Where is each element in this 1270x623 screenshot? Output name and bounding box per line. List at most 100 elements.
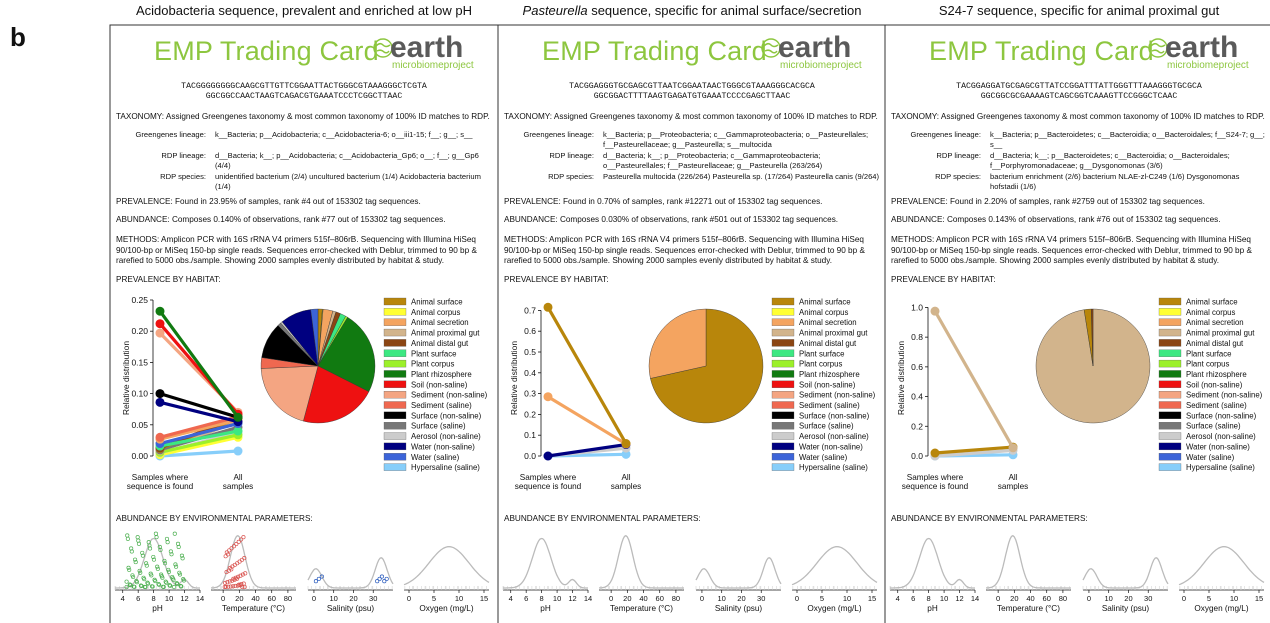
env-point xyxy=(228,584,233,589)
y-tick-label: 0.1 xyxy=(524,430,536,440)
rdp-label: RDP lineage: xyxy=(549,151,594,160)
env-point xyxy=(136,541,142,546)
globe-icon xyxy=(372,37,394,64)
legend-label: Aerosol (non-saline) xyxy=(799,432,869,441)
legend-label: Plant corpus xyxy=(411,360,454,369)
env-tick-label: 30 xyxy=(369,594,377,603)
env-point xyxy=(151,554,156,560)
legend-label: Animal surface xyxy=(1186,298,1238,307)
trading-card: EMP Trading Card earth microbiomeproject TA… xyxy=(498,25,886,623)
y-tick-label: 0.05 xyxy=(131,420,148,430)
rdp-value: d__Bacteria; k__; p__Bacteroidetes; c__B… xyxy=(990,151,1230,170)
y-axis-label: Relative distribution xyxy=(121,341,131,415)
slope-line xyxy=(158,418,240,441)
pie-slice xyxy=(303,365,370,424)
env-point xyxy=(135,535,140,540)
legend-swatch xyxy=(383,442,407,451)
legend-swatch xyxy=(771,390,795,399)
legend-label: Plant rhizosphere xyxy=(1186,370,1247,379)
slope-line xyxy=(546,442,628,458)
env-point xyxy=(239,557,245,562)
legend-swatch xyxy=(771,370,795,378)
logo-title: EMP Trading Card xyxy=(542,36,767,66)
env-point xyxy=(168,583,173,588)
env-point xyxy=(375,579,380,584)
env-point xyxy=(165,540,170,545)
legend-label: Plant surface xyxy=(799,349,845,358)
prevalence-text: PREVALENCE: Found in 2.20% of samples, r… xyxy=(891,197,1205,206)
env-x-label: pH xyxy=(540,604,551,613)
header-text: S24-7 sequence, specific for animal prox… xyxy=(938,3,1220,18)
env-point xyxy=(233,583,238,589)
slope-point-left xyxy=(155,397,165,407)
env-point xyxy=(172,584,177,590)
env-tick-label: 0 xyxy=(700,594,704,603)
slope-point-right xyxy=(233,446,243,456)
env-point xyxy=(153,531,158,536)
y-tick-label: 0.8 xyxy=(911,332,923,342)
legend-label: Animal proximal gut xyxy=(799,329,868,338)
rdp-species-label: RDP species: xyxy=(935,172,981,181)
sequence-line: GGCGGCGCGAAAAGTCAGCGGTCAAAGTTCCGGGCTCAAC xyxy=(980,92,1178,101)
x-label-left: sequence is found xyxy=(127,482,194,491)
env-point xyxy=(127,567,132,572)
env-x-label: Salinity (psu) xyxy=(1102,604,1150,613)
slope-point-right xyxy=(233,412,243,422)
density-curve xyxy=(1178,546,1265,586)
env-point xyxy=(227,548,232,553)
env-tick-label: 40 xyxy=(1026,594,1034,603)
density-curve xyxy=(503,537,588,589)
env-point xyxy=(134,580,140,585)
legend-label: Animal distal gut xyxy=(1186,339,1244,348)
env-point xyxy=(125,533,130,538)
legend-label: Hypersaline (saline) xyxy=(1186,463,1255,472)
env-tick-label: 5 xyxy=(1207,594,1211,603)
env-point xyxy=(164,580,169,585)
slope-point-right xyxy=(233,426,243,436)
slope-line xyxy=(158,429,240,448)
density-curve xyxy=(986,534,1071,589)
env-point xyxy=(150,584,155,589)
env-tick-label: 0 xyxy=(1182,594,1186,603)
y-tick-label: 0.0 xyxy=(524,451,536,461)
pie-slice xyxy=(650,308,764,424)
env-tick-label: 15 xyxy=(868,594,876,603)
y-axis-label: Relative distribution xyxy=(509,341,519,415)
abundance-text: ABUNDANCE: Composes 0.030% of observatio… xyxy=(504,215,839,224)
env-tick-label: 60 xyxy=(1043,594,1051,603)
legend-swatch xyxy=(1158,297,1182,306)
env-point xyxy=(228,565,233,570)
legend-label: Soil (non-saline) xyxy=(799,380,856,389)
legend-swatch xyxy=(383,359,407,368)
card-header: Pasteurella sequence, specific for anima… xyxy=(498,3,886,18)
env-tick-label: 0 xyxy=(795,594,799,603)
rdp-value: d__Bacteria; k__; p__Acidobacteria; c__A… xyxy=(215,151,479,170)
x-label-right: samples xyxy=(611,482,642,491)
legend-label: Animal corpus xyxy=(1186,308,1236,317)
emp-logo: EMP Trading Card earth microbiomeproject xyxy=(110,31,498,71)
env-point xyxy=(129,549,134,554)
panel-letter: b xyxy=(10,22,26,52)
slope-point-left xyxy=(155,389,165,399)
env-tick-label: 5 xyxy=(820,594,824,603)
env-point xyxy=(377,576,382,581)
env-point xyxy=(132,584,137,589)
slope-line xyxy=(158,421,240,446)
env-point xyxy=(138,583,143,588)
emp-logo: EMP Trading Card earth microbiomeproject xyxy=(885,31,1270,71)
y-axis-label: Relative distribution xyxy=(896,341,906,415)
env-point xyxy=(144,561,149,566)
legend-swatch xyxy=(771,453,795,461)
y-tick-label: 0.15 xyxy=(131,357,148,367)
env-point xyxy=(175,582,180,587)
rdp-value: d__Bacteria; k__; p__Proteobacteria; c__… xyxy=(603,151,823,170)
env-point xyxy=(236,539,241,544)
card-header: S24-7 sequence, specific for animal prox… xyxy=(885,3,1270,18)
sequence-line: TACGGGGGGGGCAAGCGTTGTTCGGAATTACTGGGCGTAA… xyxy=(181,82,427,91)
taxonomy-text: TAXONOMY: Assigned Greengenes taxonomy &… xyxy=(504,112,878,121)
legend-label: Sediment (non-saline) xyxy=(1186,391,1263,400)
